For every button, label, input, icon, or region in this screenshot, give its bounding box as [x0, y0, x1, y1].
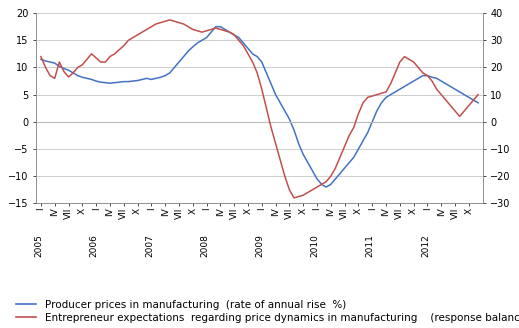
Text: 2006: 2006 — [90, 235, 99, 257]
Entrepreneur expectations  regarding price dynamics in manufacturing    (response balance; right axis) — [475, 93, 481, 97]
Producer prices in manufacturing  (rate of annual rise  %) — [98, 80, 104, 84]
Producer prices in manufacturing  (rate of annual rise  %) — [263, 71, 269, 75]
Producer prices in manufacturing  (rate of annual rise  %) — [475, 101, 481, 105]
Producer prices in manufacturing  (rate of annual rise  %) — [447, 85, 454, 89]
Text: 2010: 2010 — [310, 235, 320, 257]
Text: 2008: 2008 — [200, 235, 209, 257]
Producer prices in manufacturing  (rate of annual rise  %) — [213, 25, 219, 29]
Producer prices in manufacturing  (rate of annual rise  %) — [162, 74, 168, 78]
Entrepreneur expectations  regarding price dynamics in manufacturing    (response balance; right axis) — [162, 19, 168, 23]
Entrepreneur expectations  regarding price dynamics in manufacturing    (response balance; right axis) — [98, 60, 104, 64]
Line: Entrepreneur expectations  regarding price dynamics in manufacturing    (response balance; right axis): Entrepreneur expectations regarding pric… — [41, 20, 478, 198]
Entrepreneur expectations  regarding price dynamics in manufacturing    (response balance; right axis) — [167, 18, 173, 22]
Entrepreneur expectations  regarding price dynamics in manufacturing    (response balance; right axis) — [277, 158, 283, 162]
Entrepreneur expectations  regarding price dynamics in manufacturing    (response balance; right axis) — [447, 104, 454, 108]
Text: 2007: 2007 — [145, 235, 154, 257]
Text: 2011: 2011 — [366, 235, 375, 257]
Producer prices in manufacturing  (rate of annual rise  %) — [323, 185, 330, 189]
Entrepreneur expectations  regarding price dynamics in manufacturing    (response balance; right axis) — [291, 196, 297, 200]
Text: 2009: 2009 — [255, 235, 264, 257]
Entrepreneur expectations  regarding price dynamics in manufacturing    (response balance; right axis) — [263, 106, 269, 110]
Text: 2005: 2005 — [34, 235, 44, 257]
Entrepreneur expectations  regarding price dynamics in manufacturing    (response balance; right axis) — [38, 55, 44, 59]
Producer prices in manufacturing  (rate of annual rise  %) — [231, 33, 237, 37]
Entrepreneur expectations  regarding price dynamics in manufacturing    (response balance; right axis) — [231, 33, 237, 37]
Producer prices in manufacturing  (rate of annual rise  %) — [277, 101, 283, 105]
Legend: Producer prices in manufacturing  (rate of annual rise  %), Entrepreneur expecta: Producer prices in manufacturing (rate o… — [16, 300, 519, 323]
Line: Producer prices in manufacturing  (rate of annual rise  %): Producer prices in manufacturing (rate o… — [41, 27, 478, 187]
Producer prices in manufacturing  (rate of annual rise  %) — [38, 57, 44, 61]
Text: 2012: 2012 — [421, 235, 430, 257]
